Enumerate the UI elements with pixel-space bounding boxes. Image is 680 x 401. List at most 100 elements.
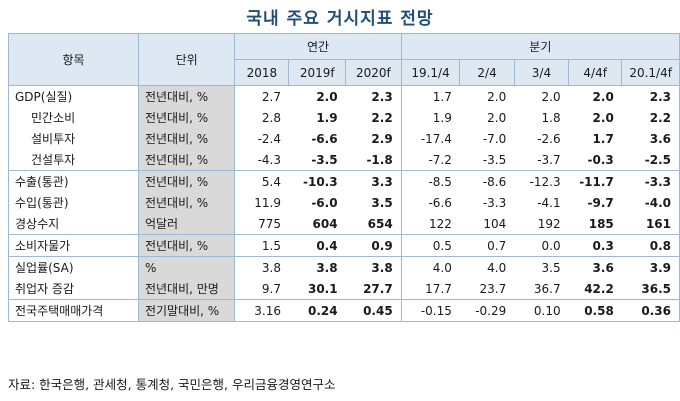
table-cell: 1.9 xyxy=(400,107,460,128)
table-row: 수입(통관) 전년대비, % 11.9 -6.0 3.5 -6.6 -3.3 -4.1 -9.7… xyxy=(8,192,680,213)
table-cell: -9.7 xyxy=(587,195,614,210)
header-quarterly: 분기 xyxy=(400,33,680,60)
table-cell: 1.5 xyxy=(234,234,289,257)
macro-indicators-table: 항목 단위 연간 분기 2018 2019f 2020f 19.1/4 2/4 3/4 4/… xyxy=(8,33,680,322)
table-cell: -4.0 xyxy=(621,192,680,213)
table-cell: -7.0 xyxy=(482,131,507,146)
table-cell: 192 xyxy=(514,213,569,235)
row-label: 민간소비 xyxy=(8,107,139,128)
header-item: 항목 xyxy=(8,33,139,86)
table-cell: 122 xyxy=(400,213,460,235)
table-cell: 3.8 xyxy=(234,256,289,278)
table-cell: 3.5 xyxy=(371,195,393,210)
table-cell: 3.6 xyxy=(621,128,680,149)
row-unit: 억달러 xyxy=(137,213,235,235)
table-cell: -2.5 xyxy=(621,149,680,171)
table-cell: 0.4 xyxy=(288,234,346,257)
table-cell: 185 xyxy=(568,213,622,235)
table-cell: -3.5 xyxy=(288,149,346,171)
table-cell: -8.6 xyxy=(459,170,515,192)
table-cell: 2.0 xyxy=(514,85,569,107)
row-label: 경상수지 xyxy=(8,213,139,235)
row-label: 취업자 증감 xyxy=(8,278,139,300)
table-cell: 604 xyxy=(288,213,346,235)
row-unit: 전년대비, % xyxy=(137,128,235,149)
table-cell: 27.7 xyxy=(345,278,402,300)
table-row: 실업률(SA)% 3.8 3.8 3.8 4.0 4.0 3.5 3.6 3.9 xyxy=(8,256,680,278)
table-cell: 0.3 xyxy=(568,234,622,257)
table-cell: 4.0 xyxy=(459,256,515,278)
header-year: 2020f xyxy=(345,59,402,86)
table-cell: -0.29 xyxy=(459,299,515,322)
row-unit: 전기말대비, % xyxy=(137,299,235,322)
table-cell: 3.9 xyxy=(621,256,680,278)
table-cell: 3.16 xyxy=(234,299,289,322)
table-row: 건설투자 전년대비, % -4.3 -3.5 -1.8 -7.2 -3.5 -3.7 -0.3-… xyxy=(8,149,680,171)
table-cell: 0.8 xyxy=(621,234,680,257)
table-cell: 2.2 xyxy=(621,107,680,128)
table-cell: 36.5 xyxy=(621,278,680,300)
table-cell: 0.7 xyxy=(459,234,515,257)
header-quarter: 19.1/4 xyxy=(400,59,461,86)
table-cell: 2.0 xyxy=(459,85,515,107)
row-label: GDP(실질) xyxy=(8,85,139,107)
table-cell: 2.0 xyxy=(288,85,346,107)
table-cell: -0.15 xyxy=(400,299,460,322)
source-note: 자료: 한국은행, 관세청, 통계청, 국민은행, 우리금융경영연구소 xyxy=(8,377,336,392)
table-cell: 2.7 xyxy=(234,85,289,107)
table-cell: 2.3 xyxy=(345,85,402,107)
table-cell: 23.7 xyxy=(459,278,515,300)
table-cell: 161 xyxy=(621,213,680,235)
table-cell: -0.3 xyxy=(568,149,622,171)
table-cell: 0.45 xyxy=(345,299,402,322)
row-label: 수입(통관) xyxy=(8,192,139,213)
table-cell: 0.0 xyxy=(514,234,569,257)
table-cell: 5.4 xyxy=(234,170,289,192)
table-cell: -3.3 xyxy=(621,170,680,192)
table-cell: 17.7 xyxy=(400,278,460,300)
table-cell: -8.5 xyxy=(400,170,460,192)
row-label: 실업률(SA) xyxy=(8,256,139,278)
table-cell: 3.5 xyxy=(514,256,569,278)
table-cell: 2.8 xyxy=(234,107,289,128)
table-cell: 0.24 xyxy=(288,299,346,322)
table-cell: 1.9 xyxy=(316,110,338,125)
table-row: 소비자물가 전년대비, % 1.5 0.4 0.9 0.5 0.7 0.0 0.3 0.8 xyxy=(8,234,680,257)
table-row: 설비투자 전년대비, % -2.4 -6.6 2.9 -17.4 -7.0 -2.6 1.7 3.… xyxy=(8,128,680,149)
header-quarter: 3/4 xyxy=(513,59,570,86)
row-unit: 전년대비, % xyxy=(137,234,235,257)
table-row: 민간소비 전년대비, % 2.8 1.9 2.2 1.9 2.0 1.8 2.0 2.2 xyxy=(8,107,680,128)
row-label: 전국주택매매가격 xyxy=(8,299,139,322)
row-unit: % xyxy=(137,256,235,278)
header-annual: 연간 xyxy=(234,33,402,60)
table-cell: -4.3 xyxy=(234,149,289,171)
table-cell: 0.9 xyxy=(345,234,402,257)
table-cell: 36.7 xyxy=(514,278,569,300)
row-label: 설비투자 xyxy=(8,128,139,149)
table-cell: -3.3 xyxy=(482,195,507,210)
table-cell: -6.6 xyxy=(400,192,460,213)
header-year: 2019f xyxy=(288,59,347,86)
header-quarter: 4/4f xyxy=(568,59,623,86)
table-row: 수출(통관) 전년대비, % 5.4 -10.3 3.3 -8.5 -8.6 -12.3 -11… xyxy=(8,170,680,192)
table-cell: -3.7 xyxy=(514,149,569,171)
header-quarter: 20.1/4f xyxy=(621,59,680,86)
table-cell: -4.1 xyxy=(537,195,561,210)
row-label: 소비자물가 xyxy=(8,234,139,257)
table-cell: -12.3 xyxy=(514,170,569,192)
table-cell: -11.7 xyxy=(568,170,622,192)
table-cell: -10.3 xyxy=(288,170,346,192)
table-row: 경상수지 억달러 775 604 654 122 104 192 185 161 xyxy=(8,213,680,235)
table-cell: 2.0 xyxy=(568,85,622,107)
row-unit: 전년대비, % xyxy=(137,85,235,107)
table-cell: 2.2 xyxy=(371,110,393,125)
table-title: 국내 주요 거시지표 전망 xyxy=(246,9,434,29)
table-row: 전국주택매매가격 전기말대비, % 3.16 0.24 0.45 -0.15 -0.29 0.… xyxy=(8,299,680,322)
table-cell: -2.4 xyxy=(234,128,289,149)
table-cell: -1.8 xyxy=(345,149,402,171)
table-cell: -6.6 xyxy=(311,131,338,146)
table-cell: 2.3 xyxy=(621,85,680,107)
table-cell: -17.4 xyxy=(400,128,460,149)
row-unit: 전년대비, % xyxy=(137,170,235,192)
row-label: 수출(통관) xyxy=(8,170,139,192)
